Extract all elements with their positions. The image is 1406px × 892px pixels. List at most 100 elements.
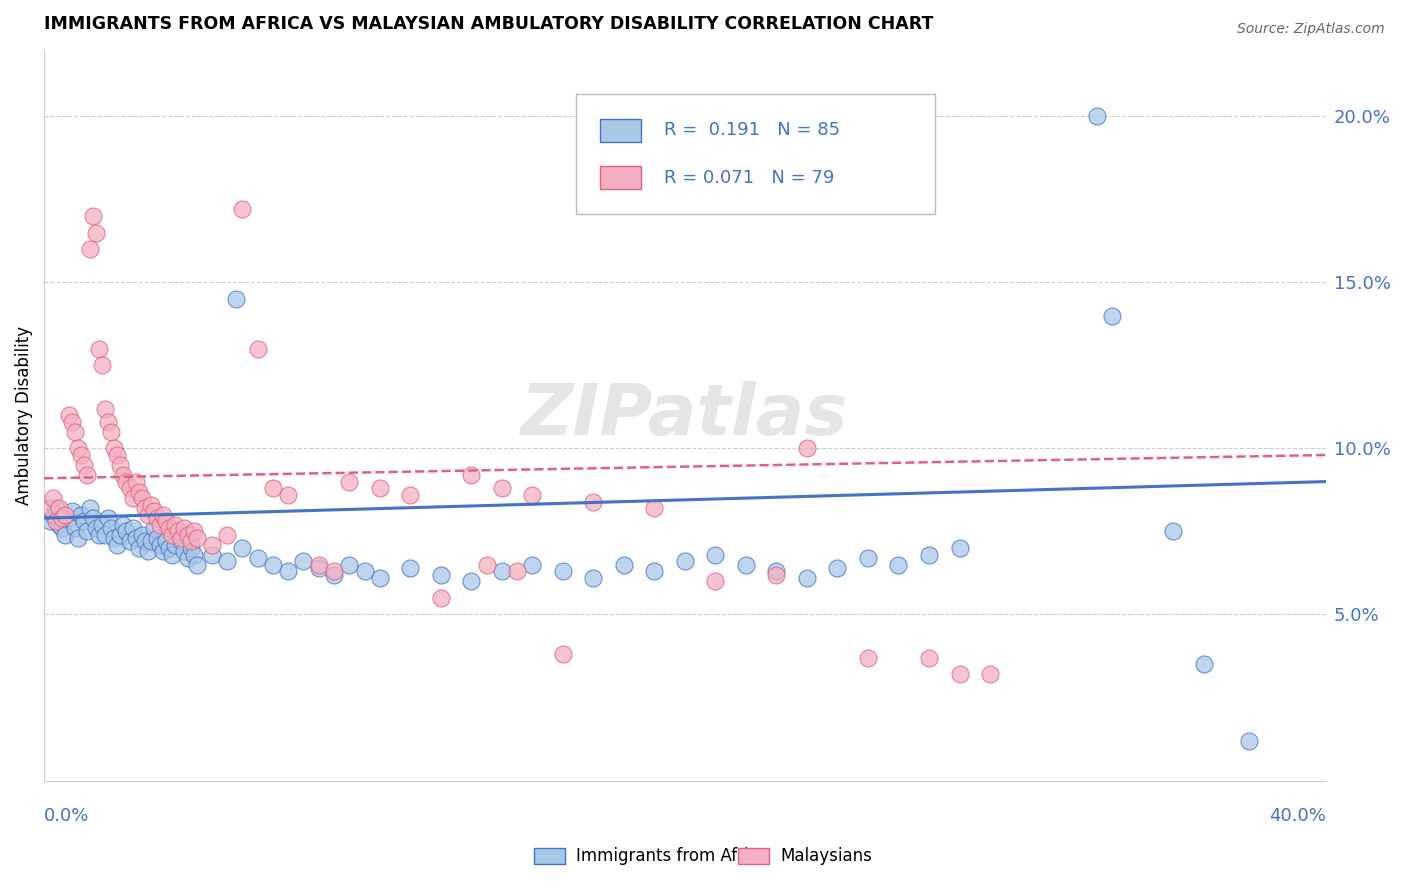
Point [162,527,184,541]
Point [79,501,101,516]
Point [1161,524,1184,539]
Point [506,564,529,578]
Point [112,467,135,482]
Point [1239,733,1261,747]
Point [765,564,787,578]
Point [84,521,107,535]
Point [180,541,202,555]
Point [277,488,299,502]
Point [337,558,360,572]
Point [399,561,422,575]
Point [51,521,73,535]
FancyBboxPatch shape [576,94,935,214]
Point [368,571,391,585]
Point [73,515,96,529]
Point [856,551,879,566]
Point [186,558,208,572]
Point [353,564,375,578]
Point [105,538,128,552]
Point [1192,657,1215,672]
Point [323,564,346,578]
Point [231,541,253,555]
Point [765,567,787,582]
Point [128,541,150,555]
Point [45,515,67,529]
Point [91,517,114,532]
Point [143,521,166,535]
Point [115,524,138,539]
Point [82,511,104,525]
Point [134,534,156,549]
Point [180,534,202,549]
Point [58,511,80,525]
Point [430,567,453,582]
Point [82,209,104,223]
Point [94,527,117,541]
Point [176,527,198,541]
Point [165,517,187,532]
Point [63,425,86,439]
Point [368,481,391,495]
Point [170,534,193,549]
Text: Immigrants from Africa: Immigrants from Africa [576,847,768,865]
Point [673,554,696,568]
Point [231,202,253,217]
Point [796,442,818,456]
Point [201,548,224,562]
Point [155,534,177,549]
Point [856,650,879,665]
Point [399,488,422,502]
Text: Source: ZipAtlas.com: Source: ZipAtlas.com [1237,22,1385,37]
Point [66,442,89,456]
Point [292,554,315,568]
Point [79,242,101,256]
Point [979,667,1001,681]
Point [110,527,132,541]
Point [118,481,141,495]
Point [63,521,86,535]
Point [491,481,513,495]
Y-axis label: Ambulatory Disability: Ambulatory Disability [15,326,32,505]
Point [139,498,162,512]
Point [76,467,98,482]
Point [100,521,122,535]
Point [201,538,224,552]
Point [118,534,141,549]
Point [246,551,269,566]
Point [143,504,166,518]
Point [217,554,239,568]
Point [217,527,239,541]
Point [176,551,198,566]
Point [173,521,195,535]
Point [173,544,195,558]
Point [918,650,941,665]
Point [551,564,574,578]
Point [134,501,156,516]
Point [1101,309,1123,323]
Point [948,667,970,681]
Point [60,504,83,518]
Point [1085,109,1108,123]
Point [162,548,184,562]
Point [103,442,125,456]
Point [69,508,91,522]
Point [131,527,153,541]
Point [337,475,360,489]
Point [55,508,77,522]
Point [918,548,941,562]
Text: 40.0%: 40.0% [1268,807,1326,825]
Point [308,558,330,572]
Point [308,561,330,575]
Point [155,515,177,529]
Point [42,508,65,522]
Point [613,558,636,572]
Point [60,415,83,429]
Point [704,574,727,589]
Point [146,511,169,525]
Point [460,467,482,482]
Point [522,488,544,502]
Point [94,401,117,416]
Point [491,564,513,578]
Point [475,558,498,572]
Point [124,531,146,545]
